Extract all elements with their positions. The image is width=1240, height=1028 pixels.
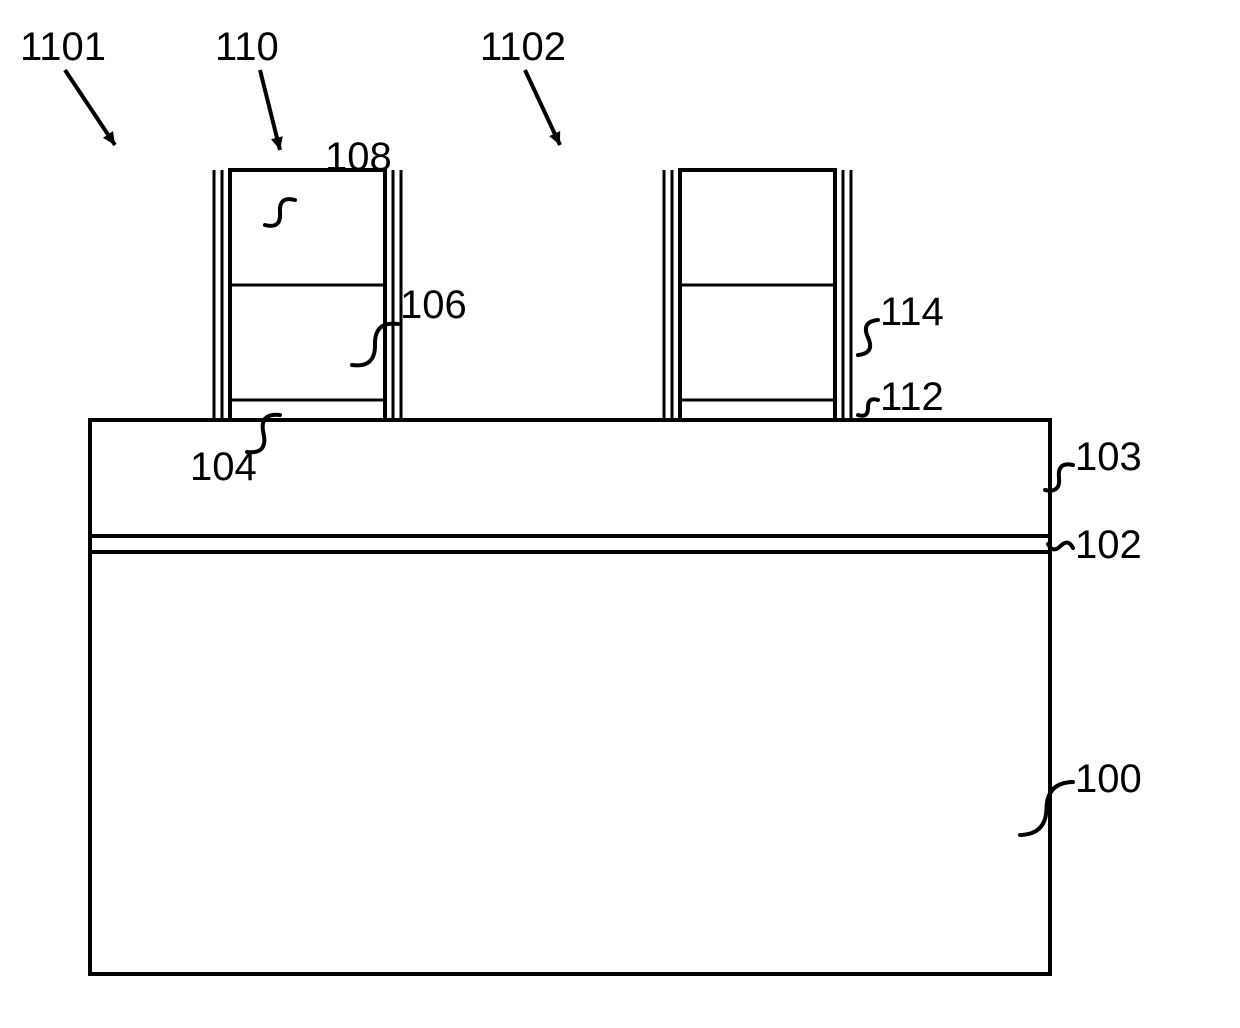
gate-stack-right	[664, 170, 851, 420]
label-110: 110	[215, 25, 279, 69]
label-102: 102	[1075, 523, 1142, 567]
arrow-110	[260, 70, 283, 150]
label-1102: 1102	[480, 25, 566, 69]
layer-102	[90, 536, 1050, 552]
arrow-1102	[525, 70, 560, 145]
label-112: 112	[880, 375, 944, 419]
label-114: 114	[880, 290, 944, 334]
leader-114	[858, 320, 878, 355]
label-106: 106	[400, 283, 467, 327]
gate-inner-left	[230, 170, 385, 420]
label-1101: 1101	[20, 25, 106, 69]
leader-112	[858, 399, 878, 416]
arrow-1101	[65, 70, 115, 145]
gate-stack-left	[214, 170, 401, 420]
layer-100	[90, 552, 1050, 974]
gate-inner-right	[680, 170, 835, 420]
label-100: 100	[1075, 757, 1142, 801]
leader-106	[352, 324, 398, 366]
label-108: 108	[325, 135, 392, 179]
leader-100	[1020, 782, 1073, 835]
label-103: 103	[1075, 435, 1142, 479]
leader-108	[265, 199, 295, 226]
